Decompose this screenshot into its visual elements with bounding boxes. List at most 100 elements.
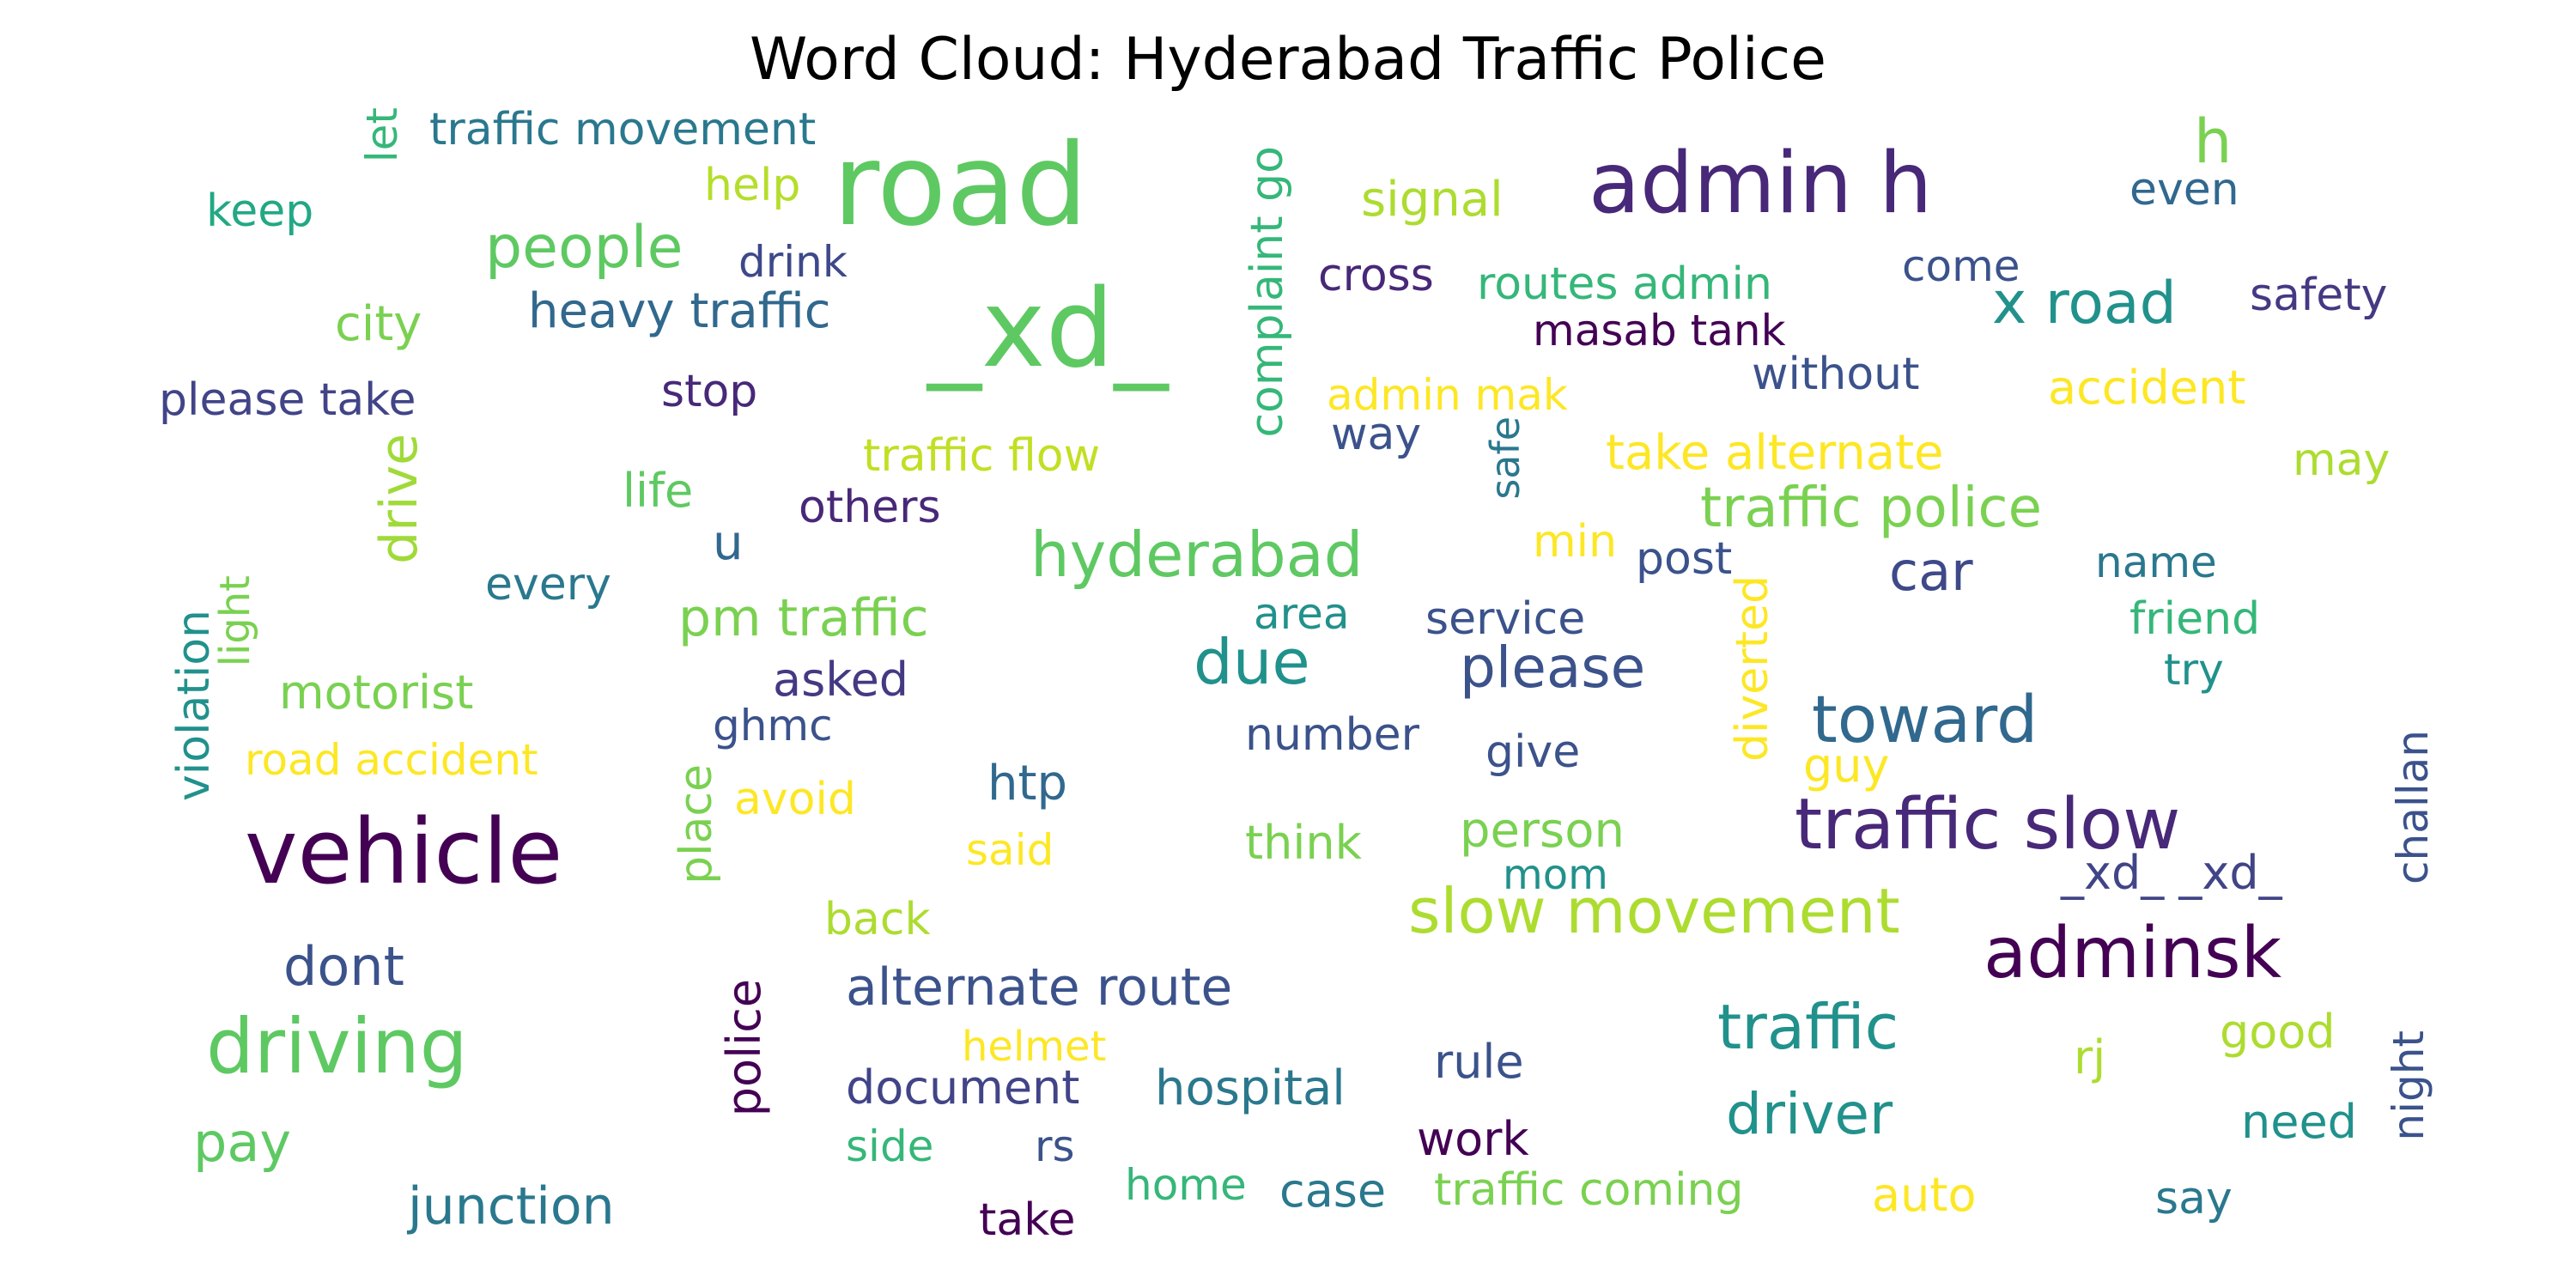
word-drive: drive	[369, 434, 429, 564]
word-traffic-slow: traffic slow	[1795, 784, 2181, 866]
word-city: city	[335, 296, 422, 352]
word-keep: keep	[206, 185, 314, 237]
word-say: say	[2155, 1173, 2233, 1224]
word-accident: accident	[2048, 361, 2246, 415]
word-give: give	[1485, 726, 1581, 778]
word-every: every	[485, 559, 611, 611]
word-pm-traffic: pm traffic	[678, 588, 929, 648]
word-night: night	[2384, 1030, 2433, 1141]
word-alternate-route: alternate route	[846, 957, 1233, 1018]
word-case: case	[1279, 1163, 1387, 1218]
word-helmet: helmet	[962, 1023, 1107, 1071]
word-road-accident: road accident	[245, 735, 538, 785]
word-ghmc: ghmc	[713, 701, 833, 750]
word-driving: driving	[206, 1002, 468, 1091]
word-pay: pay	[193, 1111, 292, 1174]
word-work: work	[1417, 1112, 1529, 1166]
word-challan: challan	[2388, 730, 2438, 884]
word-need: need	[2241, 1095, 2357, 1149]
word-number: number	[1245, 709, 1419, 761]
word-side: side	[846, 1121, 934, 1171]
word-masab-tank: masab tank	[1533, 306, 1786, 355]
word-way: way	[1331, 409, 1422, 460]
word-traffic-coming: traffic coming	[1434, 1164, 1744, 1216]
word-h: h	[2194, 106, 2233, 177]
word-area: area	[1254, 589, 1350, 639]
word-complaint-go: complaint go	[1242, 146, 1293, 438]
word-let: let	[357, 107, 407, 163]
word-life: life	[623, 464, 694, 518]
word-home: home	[1125, 1160, 1247, 1210]
word-traffic-movement: traffic movement	[429, 104, 817, 155]
word-u: u	[713, 515, 744, 571]
word-traffic: traffic	[1717, 991, 1899, 1063]
word-dont: dont	[283, 935, 404, 998]
word-light: light	[211, 575, 259, 667]
word-x-road: x road	[1992, 270, 2177, 337]
word-slow-movement: slow movement	[1408, 875, 1900, 947]
word-back: back	[824, 894, 931, 945]
word-may: may	[2293, 434, 2391, 486]
word-htp: htp	[987, 756, 1067, 811]
word-rj: rj	[2074, 1030, 2106, 1084]
word-without: without	[1752, 349, 1920, 400]
word-hospital: hospital	[1155, 1060, 1346, 1116]
word-help: help	[704, 160, 801, 211]
word-car: car	[1889, 540, 1973, 603]
word-friend: friend	[2129, 593, 2261, 645]
word-safety: safety	[2250, 270, 2388, 321]
word-vehicle: vehicle	[245, 799, 563, 904]
word-drink: drink	[738, 237, 848, 287]
word-toward: toward	[1812, 681, 2038, 757]
word-routes-admin: routes admin	[1477, 258, 1772, 310]
word-auto: auto	[1872, 1168, 1977, 1222]
word-due: due	[1194, 626, 1310, 698]
word-good: good	[2220, 1005, 2336, 1059]
word-come: come	[1902, 241, 2020, 291]
word-signal: signal	[1361, 172, 1504, 228]
word-cross: cross	[1318, 250, 1434, 301]
word-junction: junction	[408, 1176, 615, 1236]
word-name: name	[2095, 538, 2217, 587]
chart-title: Word Cloud: Hyderabad Traffic Police	[750, 26, 1826, 94]
word-traffic-flow: traffic flow	[863, 430, 1101, 482]
word-road: road	[833, 119, 1088, 252]
word-others: others	[799, 482, 941, 533]
word-guy: guy	[1803, 738, 1890, 793]
word-hyderabad: hyderabad	[1030, 519, 1364, 591]
word-traffic-police: traffic police	[1700, 477, 2042, 540]
word-mom: mom	[1503, 851, 1608, 899]
word-service: service	[1425, 593, 1586, 645]
word-please-take: please take	[159, 374, 416, 426]
word-adminsk: adminsk	[1984, 913, 2282, 994]
word-xd: _xd_	[927, 265, 1169, 392]
word-motorist: motorist	[279, 665, 474, 720]
word-admin-mak: admin mak	[1327, 370, 1568, 420]
word-stop: stop	[661, 366, 758, 417]
word-rs: rs	[1035, 1121, 1075, 1171]
word-admin-h: admin h	[1589, 135, 1933, 233]
word-heavy-traffic: heavy traffic	[528, 283, 831, 339]
word-asked: asked	[773, 653, 909, 707]
word-place: place	[671, 764, 722, 884]
word-police: police	[717, 979, 771, 1117]
word-post: post	[1636, 533, 1733, 585]
word-take: take	[979, 1194, 1076, 1246]
word-try: try	[2164, 645, 2224, 695]
word-even: even	[2129, 164, 2239, 216]
word-safe: safe	[1482, 416, 1528, 500]
word-avoid: avoid	[734, 774, 856, 825]
word-please: please	[1460, 635, 1646, 701]
word-min: min	[1533, 516, 1618, 568]
word-said: said	[966, 825, 1054, 875]
word-xd-xd: _xd_ _xd_	[2061, 846, 2282, 900]
word-diverted: diverted	[1727, 575, 1778, 762]
word-person: person	[1460, 803, 1625, 859]
word-think: think	[1245, 816, 1362, 870]
word-people: people	[485, 214, 683, 282]
word-driver: driver	[1726, 1081, 1893, 1147]
word-take-alternate: take alternate	[1606, 425, 1944, 481]
word-rule: rule	[1434, 1035, 1524, 1089]
word-violation: violation	[168, 610, 220, 801]
